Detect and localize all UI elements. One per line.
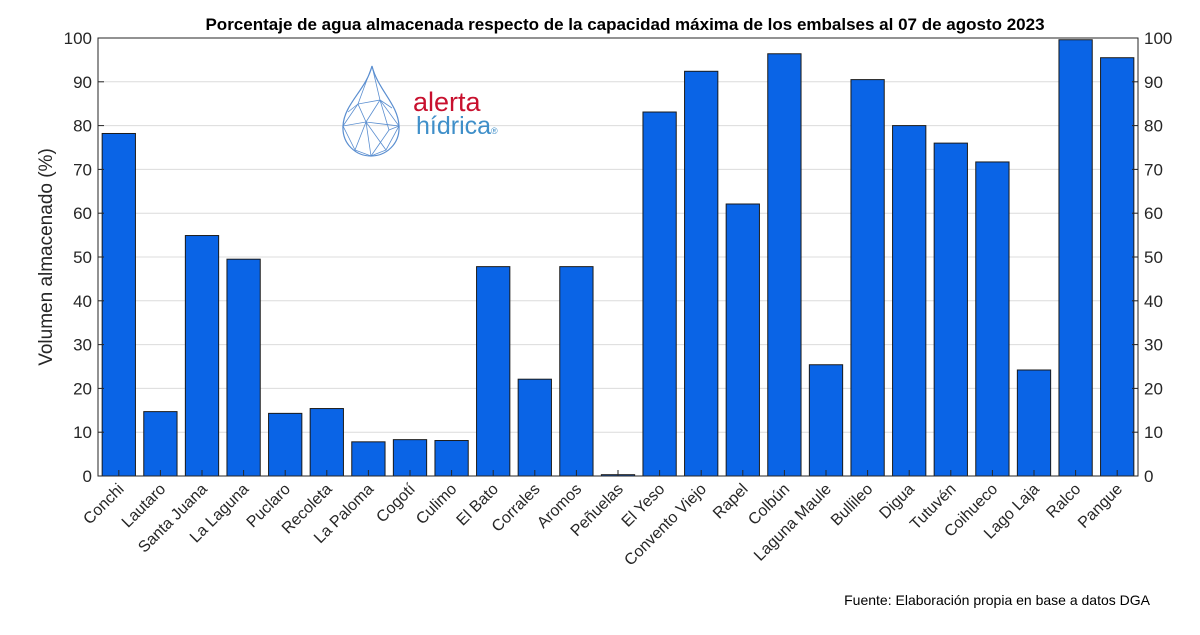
y-tick-label-right: 80: [1144, 117, 1163, 136]
chart-title: Porcentaje de agua almacenada respecto d…: [205, 15, 1044, 34]
y-tick-label: 50: [73, 248, 92, 267]
y-tick-label: 40: [73, 292, 92, 311]
bar-lautaro: [143, 411, 178, 477]
alerta-hidrica-logo: alerta hídrica ®: [342, 65, 498, 157]
y-tick-label-right: 50: [1144, 248, 1163, 267]
water-drop-icon: [342, 65, 400, 157]
bar-puclaro: [268, 412, 303, 477]
bar-pangue: [1100, 57, 1135, 477]
y-axis-right: 0 10 20 30 40 50 60 70 80 90 100: [1132, 29, 1172, 486]
logo-registered-mark: ®: [491, 126, 498, 136]
y-tick-label-right: 90: [1144, 73, 1163, 92]
bar-convento-viejo: [684, 70, 719, 477]
logo-text-alerta: alerta: [413, 87, 482, 117]
y-tick-label-right: 20: [1144, 379, 1163, 398]
y-tick-label: 30: [73, 336, 92, 355]
gridlines: [98, 81, 1138, 433]
bar-corrales: [517, 378, 552, 477]
y-axis-left: 0 10 20 30 40 50 60 70 80 90 100: [64, 29, 104, 486]
y-tick-label: 90: [73, 73, 92, 92]
bar-tutuvén: [933, 142, 968, 477]
y-tick-label: 80: [73, 117, 92, 136]
x-tick-label: Bullileo: [828, 481, 877, 530]
bar-coihueco: [975, 161, 1010, 477]
bar-colbún: [767, 53, 802, 477]
bar-aromos: [559, 266, 594, 477]
y-tick-label: 10: [73, 423, 92, 442]
bar-digua: [892, 125, 927, 477]
bar-rapel: [725, 203, 760, 477]
bar-santa-juana: [184, 235, 220, 477]
bar-laguna-maule: [808, 364, 844, 477]
y-tick-label-right: 60: [1144, 204, 1163, 223]
y-tick-label: 20: [73, 379, 92, 398]
y-tick-label: 100: [64, 29, 92, 48]
y-axis-label: Volumen almacenado (%): [36, 148, 57, 366]
bars: [101, 39, 1135, 477]
bar-lago-laja: [1016, 369, 1052, 477]
source-note: Fuente: Elaboración propia en base a dat…: [844, 592, 1151, 608]
y-tick-label: 0: [83, 467, 92, 486]
y-tick-label-right: 100: [1144, 29, 1172, 48]
y-tick-label-right: 70: [1144, 160, 1163, 179]
y-tick-label: 70: [73, 160, 92, 179]
bar-la-laguna: [226, 258, 261, 477]
bar-ralco: [1058, 39, 1093, 477]
y-tick-label-right: 40: [1144, 292, 1163, 311]
y-tick-label-right: 10: [1144, 423, 1163, 442]
y-tick-label-right: 30: [1144, 336, 1163, 355]
logo-text-hidrica: hídrica: [416, 112, 491, 140]
bar-el-yeso: [642, 111, 677, 477]
y-tick-label-right: 0: [1144, 467, 1153, 486]
bar-recoleta: [309, 408, 344, 477]
bar-bullileo: [850, 79, 885, 477]
y-tick-label: 60: [73, 204, 92, 223]
x-tick-label: Cogotí: [373, 480, 419, 526]
x-tick-label: Culimo: [413, 481, 460, 528]
bar-conchi: [101, 132, 136, 477]
x-tick-label: Pangue: [1075, 481, 1126, 532]
x-tick-label: Laguna Maule: [751, 481, 835, 565]
bar-el-bato: [476, 266, 511, 477]
